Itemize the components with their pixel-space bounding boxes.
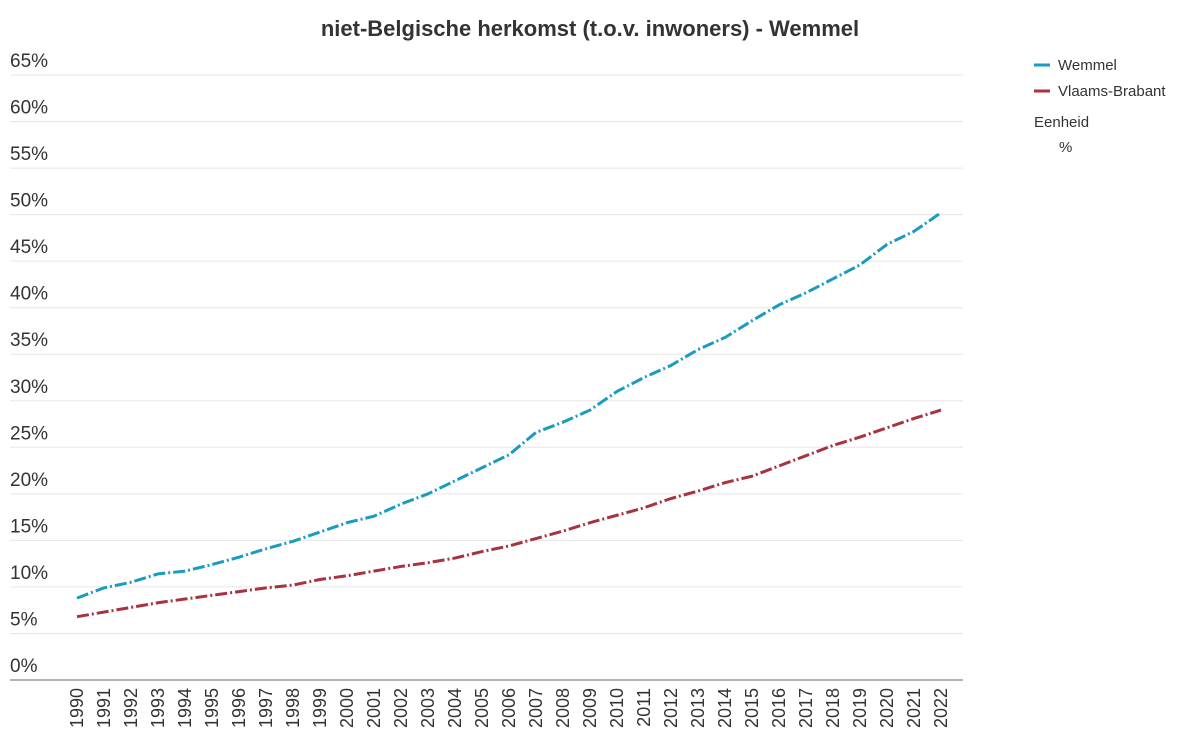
y-tick-label: 25%: [10, 423, 48, 444]
x-tick-label: 2000: [337, 688, 357, 728]
y-tick-label: 0%: [10, 656, 38, 677]
y-tick-label: 10%: [10, 563, 48, 584]
x-tick-label: 2010: [607, 688, 627, 728]
x-tick-label: 2001: [364, 688, 384, 728]
chart-title: niet-Belgische herkomst (t.o.v. inwoners…: [321, 16, 859, 41]
legend-title: Eenheid: [1034, 114, 1089, 131]
x-tick-label: 2011: [634, 688, 654, 727]
y-tick-label: 5%: [10, 609, 38, 630]
x-tick-label: 2021: [904, 688, 924, 728]
x-tick-label: 2017: [796, 688, 816, 728]
x-tick-label: 2007: [526, 688, 546, 728]
y-tick-label: 65%: [10, 51, 48, 72]
line-series: [76, 408, 942, 619]
x-tick-label: 2013: [688, 688, 708, 728]
x-tick-label: 1991: [94, 688, 114, 728]
x-tick-label: 1994: [175, 688, 195, 728]
x-tick-label: 2003: [418, 688, 438, 728]
x-tick-label: 2009: [580, 688, 600, 728]
y-tick-label: 55%: [10, 144, 48, 165]
x-tick-label: 2014: [715, 688, 735, 728]
x-tick-label: 2015: [742, 688, 762, 728]
line-series: [76, 211, 942, 600]
x-tick-label: 2004: [445, 688, 465, 728]
y-tick-label: 45%: [10, 237, 48, 258]
x-tick-label: 1996: [229, 688, 249, 728]
x-tick-label: 1995: [202, 688, 222, 728]
x-tick-label: 1997: [256, 688, 276, 728]
x-tick-label: 2012: [661, 688, 681, 728]
x-tick-label: 2022: [931, 688, 951, 728]
x-tick-label: 1999: [310, 688, 330, 728]
y-tick-label: 20%: [10, 470, 48, 491]
legend-unit: %: [1059, 139, 1072, 156]
y-tick-label: 50%: [10, 191, 48, 212]
y-tick-label: 60%: [10, 98, 48, 119]
x-tick-label: 2016: [769, 688, 789, 728]
x-tick-label: 2006: [499, 688, 519, 728]
x-tick-label: 2019: [850, 688, 870, 728]
legend-label: Vlaams-Brabant: [1058, 83, 1166, 100]
x-tick-label: 1998: [283, 688, 303, 728]
y-tick-label: 30%: [10, 377, 48, 398]
x-tick-label: 1990: [67, 688, 87, 728]
x-tick-label: 2020: [877, 688, 897, 728]
x-tick-label: 2005: [472, 688, 492, 728]
y-tick-label: 35%: [10, 330, 48, 351]
x-tick-label: 2008: [553, 688, 573, 728]
y-tick-label: 40%: [10, 284, 48, 305]
x-tick-label: 2018: [823, 688, 843, 728]
y-tick-label: 15%: [10, 516, 48, 537]
x-tick-label: 2002: [391, 688, 411, 728]
x-tick-label: 1993: [148, 688, 168, 728]
legend-label: Wemmel: [1058, 57, 1117, 74]
x-tick-label: 1992: [121, 688, 141, 728]
